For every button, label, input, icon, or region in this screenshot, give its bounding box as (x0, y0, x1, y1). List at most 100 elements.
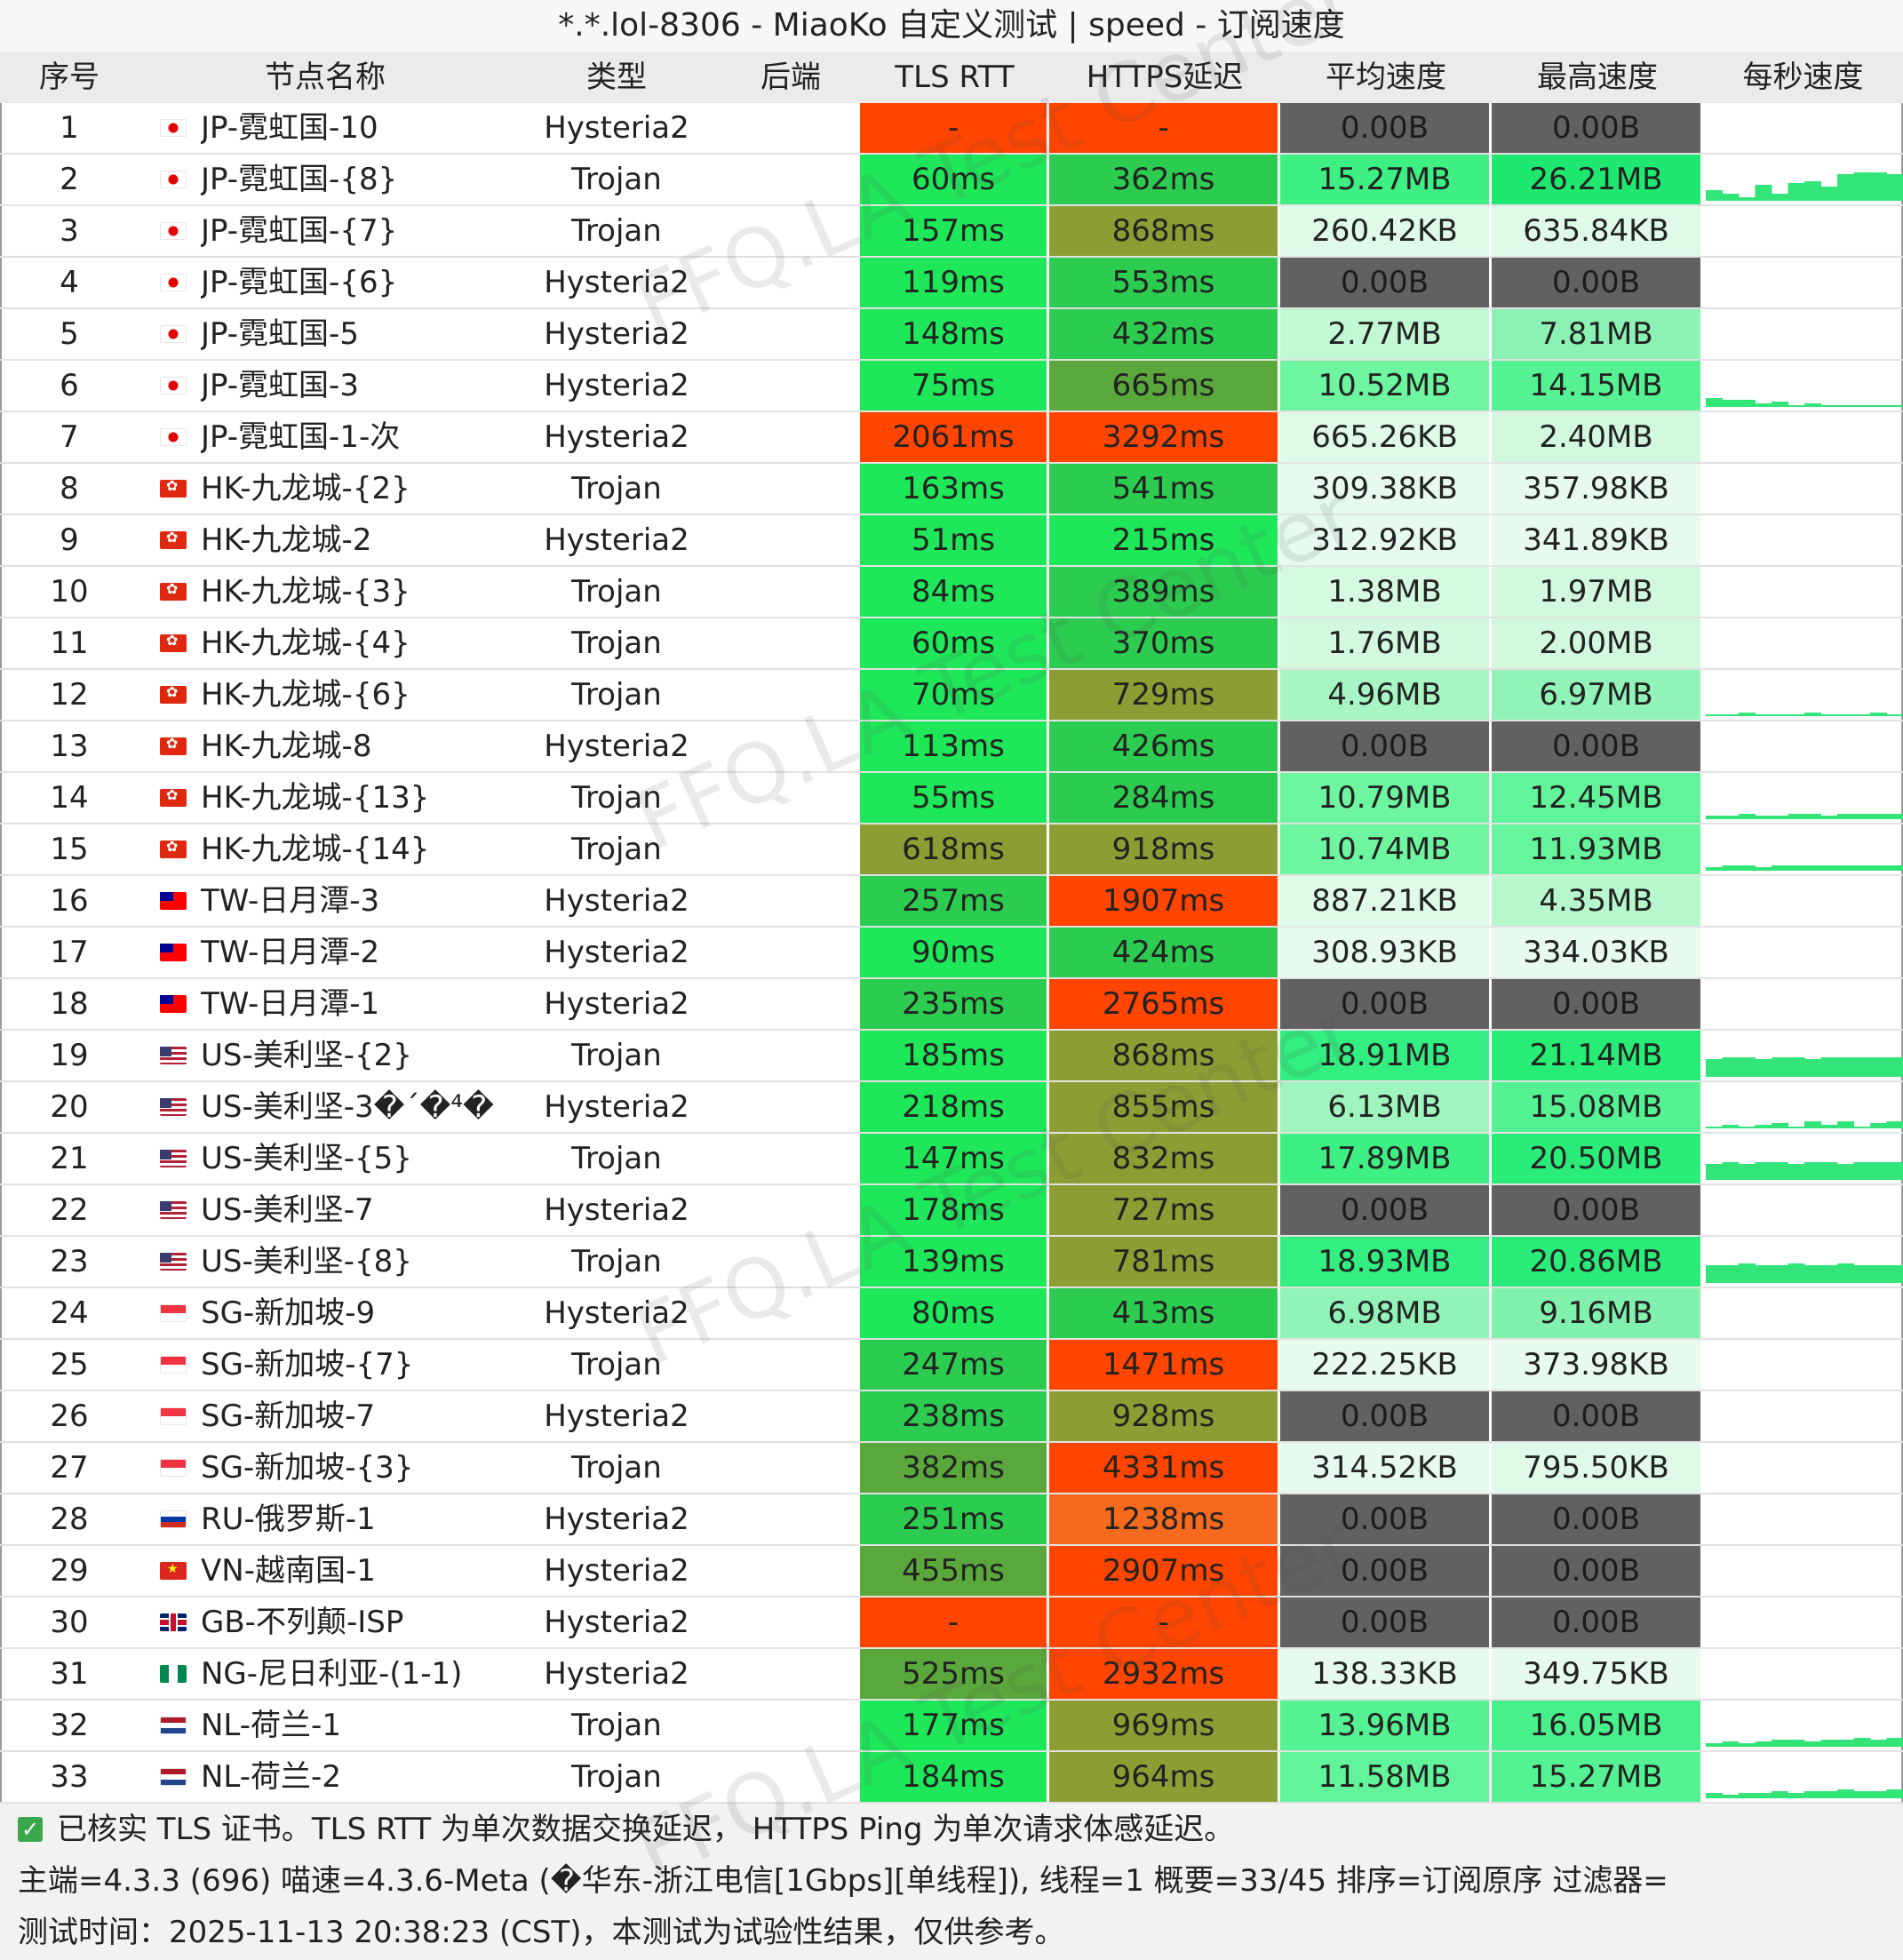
row-avg-speed: 10.52MB (1280, 361, 1489, 410)
row-backend (721, 206, 860, 256)
row-tls-rtt: 525ms (860, 1649, 1047, 1699)
row-tls-rtt: 251ms (860, 1494, 1047, 1544)
sparkline-bar (1820, 714, 1838, 716)
sparkline-bar (1739, 814, 1756, 819)
sparkline-bar (1837, 814, 1854, 819)
sparkline-bar (1772, 865, 1788, 871)
table-row[interactable]: 20 Hysteria2 218ms 855ms 6.13MB 15.08MB US-美利坚… (0, 1082, 1903, 1134)
row-backend (721, 1443, 860, 1493)
sparkline-bar (1739, 1164, 1756, 1180)
row-avg-speed: 0.00B (1280, 258, 1489, 307)
table-header: 序号 节点名称 类型 后端 TLS RTT HTTPS延迟 平均速度 最高速度 … (0, 52, 1903, 103)
row-max-speed: 9.16MB (1492, 1288, 1700, 1338)
table-row[interactable]: 33 Trojan 184ms 964ms 11.58MB 15.27MB NL-荷兰-2 (0, 1752, 1903, 1804)
table-row[interactable]: 22 Hysteria2 178ms 727ms 0.00B 0.00B US-美利坚-7 (0, 1185, 1903, 1237)
table-row[interactable]: 31 Hysteria2 525ms 2932ms 138.33KB 349.75KB NG… (0, 1649, 1903, 1701)
sparkline-bar (1739, 865, 1756, 871)
row-node-name: HK-九龙城-{4} (201, 625, 410, 661)
table-row[interactable]: 24 Hysteria2 80ms 413ms 6.98MB 9.16MB SG-新加坡-9 (0, 1288, 1903, 1340)
row-node-name: US-美利坚-{5} (201, 1141, 412, 1176)
row-avg-speed: 13.96MB (1280, 1701, 1489, 1750)
column-header-avg-speed[interactable]: 平均速度 (1326, 60, 1446, 95)
column-header-name[interactable]: 节点名称 (265, 60, 386, 95)
column-header-backend[interactable]: 后端 (760, 60, 821, 95)
row-speed-sparkline (1706, 1752, 1903, 1802)
table-row[interactable]: 26 Hysteria2 238ms 928ms 0.00B 0.00B SG-新加坡-7 (0, 1391, 1903, 1443)
row-https-latency: 1238ms (1049, 1494, 1278, 1544)
table-row[interactable]: 16 Hysteria2 257ms 1907ms 887.21KB 4.35MB TW-日… (0, 876, 1903, 928)
sparkline-bar (1739, 1127, 1756, 1128)
sparkline-bar (1820, 1057, 1838, 1077)
table-row[interactable]: 30 Hysteria2- -0.00B 0.00B GB-不列颠-ISP (0, 1597, 1903, 1649)
row-https-latency: 432ms (1049, 309, 1278, 359)
row-type: Hysteria2 (544, 883, 689, 919)
table-row[interactable]: 5 Hysteria2 148ms 432ms 2.77MB 7.81MB JP-霓虹国-5 (0, 309, 1903, 361)
sparkline-bar (1820, 187, 1838, 201)
sparkline-bar (1788, 1263, 1805, 1283)
column-header-https-latency[interactable]: HTTPS延迟 (1086, 60, 1244, 95)
row-backend (721, 670, 860, 720)
row-index: 12 (50, 677, 89, 713)
table-row[interactable]: 18 Hysteria2 235ms 2765ms 0.00B 0.00B TW-日月潭-1 (0, 979, 1903, 1031)
row-type: Hysteria2 (544, 1089, 689, 1125)
row-speed-sparkline (1706, 1185, 1903, 1235)
column-header-type[interactable]: 类型 (586, 60, 647, 95)
column-header-max-speed[interactable]: 最高速度 (1537, 60, 1658, 95)
row-backend (721, 1494, 860, 1544)
row-index: 10 (50, 574, 89, 610)
row-type: Trojan (571, 677, 662, 713)
column-header-tls-rtt[interactable]: TLS RTT (895, 60, 1015, 95)
table-row[interactable]: 6 Hysteria2 75ms 665ms 10.52MB 14.15MB JP-霓虹国-… (0, 361, 1903, 412)
sparkline-bar (1755, 1059, 1772, 1077)
table-row[interactable]: 23 Trojan 139ms 781ms 18.93MB 20.86MB US-美利坚-{… (0, 1237, 1903, 1288)
sparkline-bar (1755, 714, 1772, 716)
sparkline-bar (1853, 1738, 1871, 1747)
table-row[interactable]: 21 Trojan 147ms 832ms 17.89MB 20.50MB US-美利坚-{… (0, 1134, 1903, 1185)
row-https-latency: 868ms (1049, 1031, 1278, 1080)
table-row[interactable]: 25 Trojan 247ms 1471ms 222.25KB 373.98KB SG-新加… (0, 1340, 1903, 1391)
column-header-index[interactable]: 序号 (39, 60, 100, 95)
flag-jp-icon (160, 377, 187, 394)
sparkline-bar (1722, 1162, 1740, 1180)
row-index: 33 (50, 1759, 89, 1795)
flag-jp-icon (160, 171, 187, 188)
sparkline-bar (1853, 714, 1871, 716)
sparkline-bar (1788, 1164, 1805, 1180)
sparkline-bar (1853, 814, 1871, 819)
table-row[interactable]: 28 Hysteria2 251ms 1238ms 0.00B 0.00B RU-俄罗斯-1 (0, 1494, 1903, 1546)
row-speed-sparkline (1706, 670, 1903, 720)
row-index: 14 (50, 780, 89, 816)
table-row[interactable]: 19 Trojan 185ms 868ms 18.91MB 21.14MB US-美利坚-{… (0, 1031, 1903, 1082)
row-speed-sparkline (1706, 1701, 1903, 1750)
row-avg-speed: 1.76MB (1280, 618, 1489, 668)
table-row[interactable]: 2 Trojan 60ms 362ms 15.27MB 26.21MB JP-霓虹国-{8} (0, 155, 1903, 206)
flag-hk-icon (160, 529, 187, 549)
table-row[interactable]: 4 Hysteria2 119ms 553ms 0.00B 0.00B JP-霓虹国-{6} (0, 258, 1903, 309)
row-tls-rtt: 139ms (860, 1237, 1047, 1287)
row-max-speed: 2.00MB (1492, 618, 1700, 668)
flag-gb-icon (160, 1613, 187, 1631)
row-index: 20 (50, 1089, 89, 1125)
flag-sg-icon (160, 1407, 187, 1425)
row-node-name: NL-荷兰-1 (201, 1708, 341, 1743)
sparkline-bar (1870, 713, 1887, 716)
table-row[interactable]: 7 Hysteria2 2061ms 3292ms 665.26KB 2.40MB JP-霓… (0, 412, 1903, 464)
table-row[interactable]: 32 Trojan 177ms 969ms 13.96MB 16.05MB NL-荷兰-1 (0, 1701, 1903, 1752)
sparkline-bar (1722, 865, 1740, 871)
column-header-per-second-speed[interactable]: 每秒速度 (1742, 60, 1864, 95)
table-row[interactable]: 3 Trojan 157ms 868ms 260.42KB 635.84KB JP-霓虹国-… (0, 206, 1903, 258)
row-type: Trojan (571, 832, 662, 867)
table-row[interactable]: 27 Trojan 382ms 4331ms 314.52KB 795.50KB SG-新加… (0, 1443, 1903, 1494)
table-row[interactable]: 17 Hysteria2 90ms 424ms 308.93KB 334.03KB TW-日… (0, 928, 1903, 979)
row-avg-speed: 6.13MB (1280, 1082, 1489, 1132)
table-row[interactable]: 1 Hysteria2- -0.00B 0.00B JP-霓虹国-10 (0, 103, 1903, 155)
